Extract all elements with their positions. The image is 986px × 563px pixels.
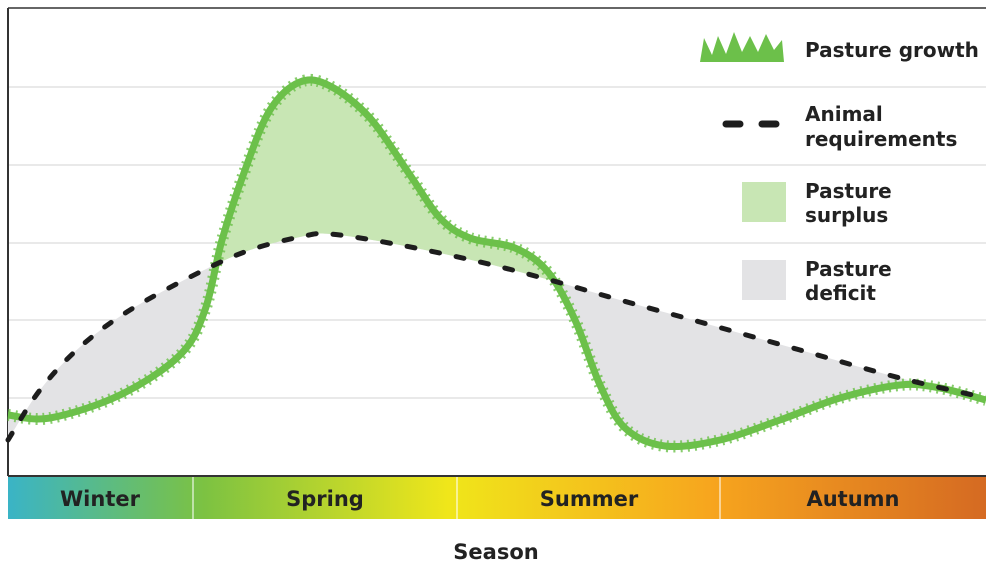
legend-label: Pasture growth (805, 38, 979, 62)
legend-icon-growth (700, 32, 784, 62)
legend-label: deficit (805, 281, 876, 305)
axis-title: Season (453, 540, 538, 563)
legend: Pasture growth Animal requirements Pastu… (700, 32, 979, 305)
legend-icon-surplus (742, 182, 786, 222)
legend-label: Pasture (805, 179, 892, 203)
canvas: Winter Spring Summer Autumn Season Pastu… (0, 0, 986, 563)
legend-label: Animal (805, 102, 883, 126)
season-label: Winter (60, 487, 141, 511)
season-label: Autumn (806, 487, 899, 511)
diagram: Winter Spring Summer Autumn Season Pastu… (0, 0, 986, 563)
season-label: Summer (540, 487, 639, 511)
legend-icon-deficit (742, 260, 786, 300)
legend-label: requirements (805, 127, 957, 151)
season-label: Spring (286, 487, 364, 511)
legend-label: surplus (805, 203, 888, 227)
legend-label: Pasture (805, 257, 892, 281)
